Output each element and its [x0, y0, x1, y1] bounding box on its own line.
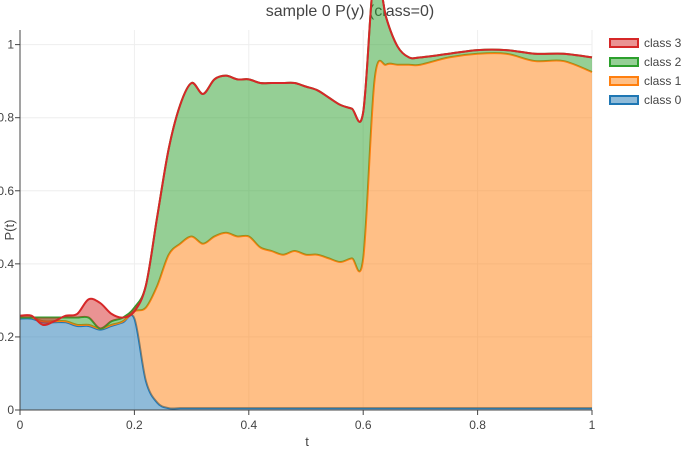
legend-item-class-1[interactable]: class 1 [609, 74, 682, 88]
class-1-area [20, 53, 592, 409]
legend-label-class-1: class 1 [644, 74, 682, 88]
x-axis-label: t [305, 434, 309, 449]
legend-item-class-0[interactable]: class 0 [609, 93, 682, 107]
legend-label-class-0: class 0 [644, 93, 682, 107]
legend-item-class-2[interactable]: class 2 [609, 55, 682, 69]
legend-swatch-class-1 [609, 76, 639, 86]
legend-item-class-3[interactable]: class 3 [609, 36, 682, 50]
x-tick-label-1: 0.2 [126, 418, 143, 432]
y-tick-label-5: 1 [7, 38, 14, 52]
y-tick-label-3: 0.6 [0, 184, 14, 198]
class-2-area [20, 0, 592, 329]
x-tick-label-4: 0.8 [469, 418, 486, 432]
chart-title: sample 0 P(y) (class=0) [266, 3, 435, 20]
y-tick-label-0: 0 [7, 403, 14, 417]
y-tick-label-4: 0.8 [0, 111, 14, 125]
x-tick-label-5: 1 [589, 418, 596, 432]
legend-swatch-class-2 [609, 57, 639, 67]
legend-swatch-class-0 [609, 95, 639, 105]
class-0-area [20, 314, 592, 410]
area-layer [19, 0, 593, 410]
legend: class 3 class 2 class 1 class 0 [609, 36, 682, 107]
legend-label-class-3: class 3 [644, 36, 682, 50]
y-tick-label-2: 0.4 [0, 257, 14, 271]
y-axis-label: P(t) [2, 220, 17, 241]
axis-layer: 0 0.2 0.4 0.6 0.8 1 0 0.2 0.4 0.6 0.8 1 [0, 30, 596, 432]
x-tick-label-0: 0 [17, 418, 24, 432]
legend-swatch-class-3 [609, 38, 639, 48]
x-tick-label-3: 0.6 [355, 418, 372, 432]
y-tick-label-1: 0.2 [0, 330, 14, 344]
legend-label-class-2: class 2 [644, 55, 682, 69]
class-3-line [19, 0, 593, 327]
x-tick-label-2: 0.4 [240, 418, 257, 432]
